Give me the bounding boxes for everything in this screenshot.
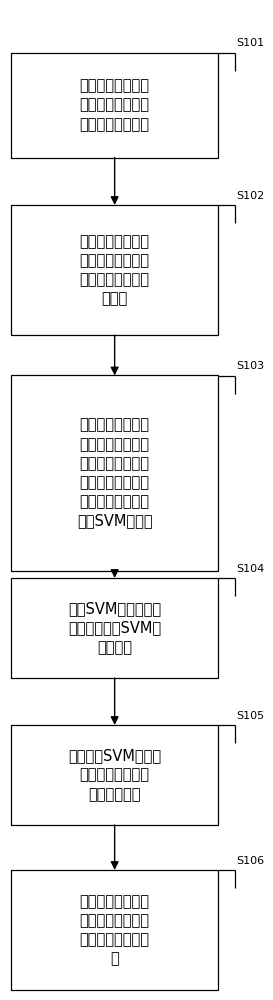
Text: 对所述训练数据集
加入约束条件得到
含约束条件的训练
数据集: 对所述训练数据集 加入约束条件得到 含约束条件的训练 数据集	[80, 234, 150, 306]
Bar	[11, 375, 218, 570]
Text: S106: S106	[236, 856, 264, 866]
Text: 对待分类范围内的
采样数据进行预处
理得到训练数据集: 对待分类范围内的 采样数据进行预处 理得到训练数据集	[80, 78, 150, 132]
Text: 使用所述SVM最优分
类器对训练数据集
进行线性分类: 使用所述SVM最优分 类器对训练数据集 进行线性分类	[68, 748, 161, 802]
Text: 使用线性分类后的
结果生成完整的地
球化学单元素异常
图: 使用线性分类后的 结果生成完整的地 球化学单元素异常 图	[80, 894, 150, 966]
Text: S103: S103	[236, 361, 264, 371]
Bar	[11, 725, 218, 825]
Bar	[11, 578, 218, 678]
Bar	[11, 870, 218, 990]
Text: S102: S102	[236, 191, 264, 201]
Text: S105: S105	[236, 711, 264, 721]
Bar	[11, 205, 218, 335]
Text: 对所述含约束条件
的训练数据集进行
归一化处理，归一
化后的含约束条件
的训练数据集用于
训练SVM分类器: 对所述含约束条件 的训练数据集进行 归一化处理，归一 化后的含约束条件 的训练数…	[77, 418, 153, 528]
Text: S101: S101	[236, 38, 264, 48]
Bar	[11, 52, 218, 157]
Text: 获取SVM分类器的最
优核函数得到SVM最
优分类器: 获取SVM分类器的最 优核函数得到SVM最 优分类器	[68, 601, 161, 655]
Text: S104: S104	[236, 564, 264, 574]
